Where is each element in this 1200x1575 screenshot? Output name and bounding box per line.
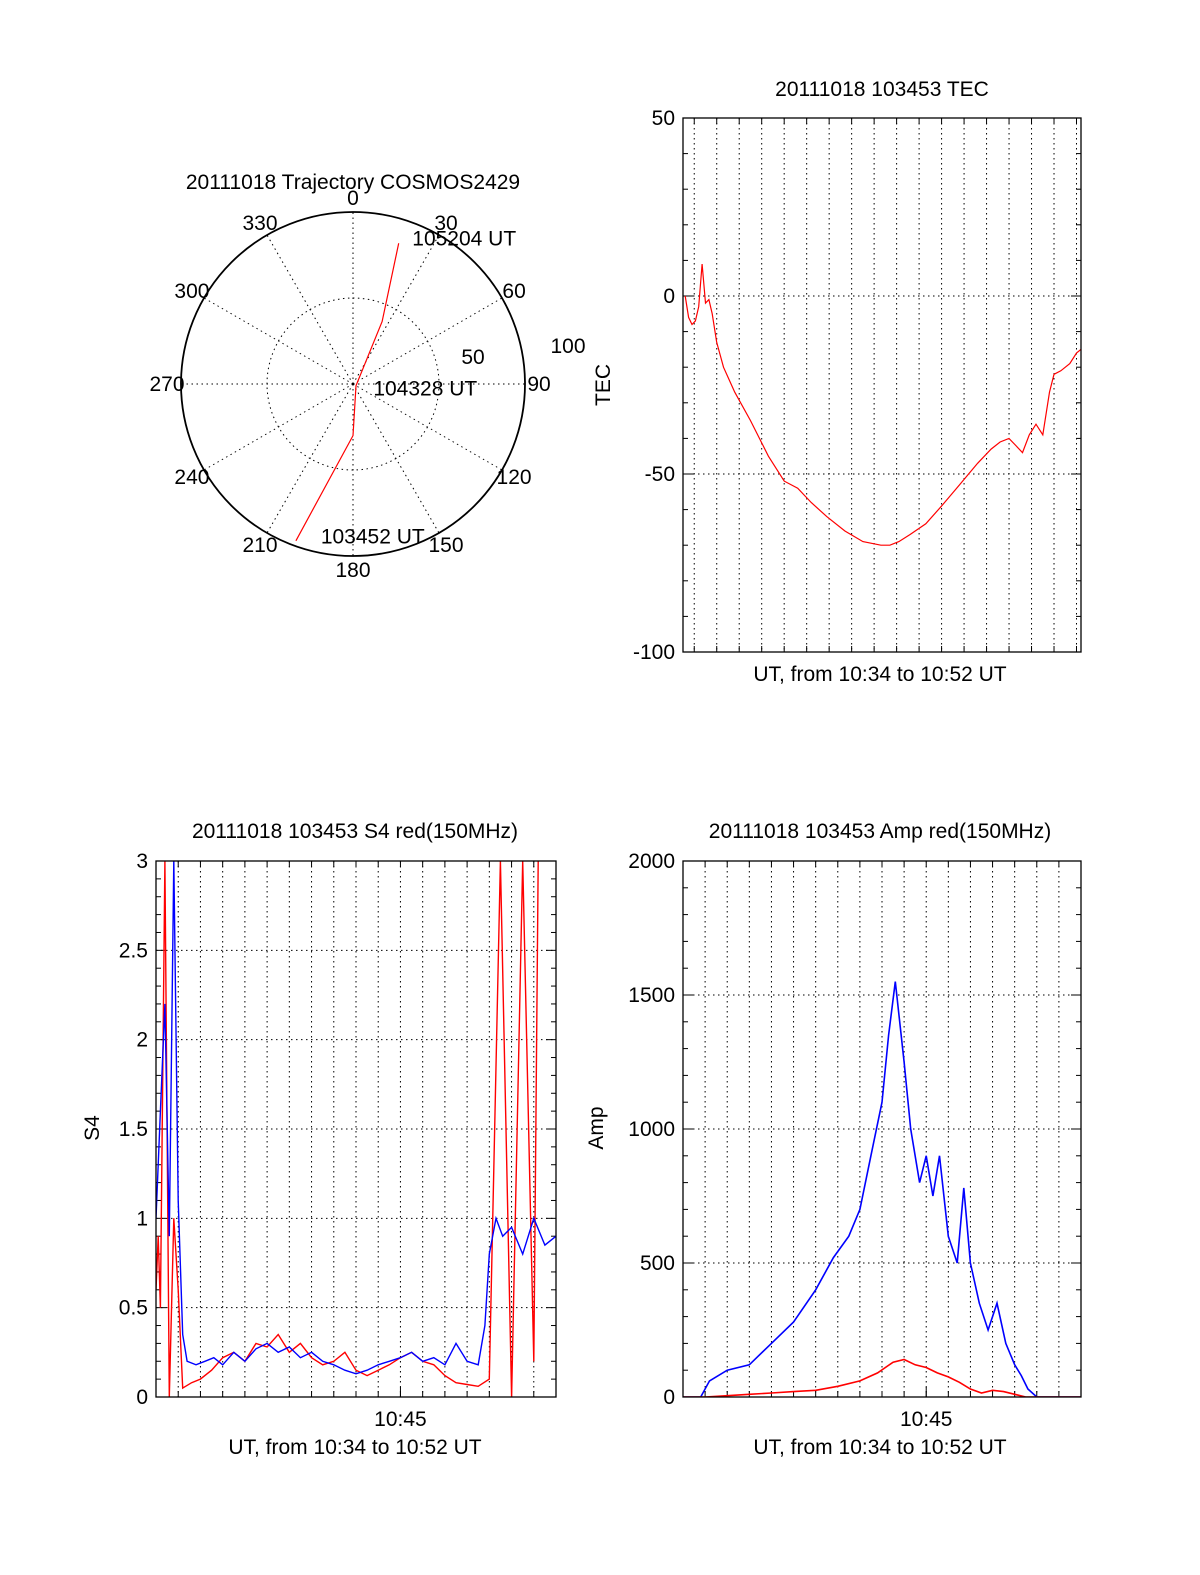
- tec-panel: 20111018 103453 TEC UT, from 10:34 to 10…: [592, 78, 1082, 686]
- y-tick-label: 0: [663, 285, 675, 308]
- y-tick-label: -100: [633, 641, 675, 664]
- x-tick-label: 10:45: [374, 1408, 427, 1431]
- s4-xlabel: UT, from 10:34 to 10:52 UT: [228, 1436, 481, 1459]
- amp-xlabel: UT, from 10:34 to 10:52 UT: [753, 1436, 1006, 1459]
- y-tick-label: 0: [136, 1386, 148, 1409]
- tec-ylabel: TEC: [592, 364, 615, 406]
- polar-spoke: [203, 297, 354, 385]
- trajectory-panel: 20111018 Trajectory COSMOS2429 0 30 60 90 12…: [149, 171, 585, 582]
- polar-outer-circle: [180, 211, 526, 557]
- tec-title: 20111018 103453 TEC: [775, 78, 989, 101]
- polar-spoke: [352, 297, 503, 385]
- plot-frame: [155, 860, 557, 1398]
- amp-ylabel: Amp: [585, 1106, 608, 1149]
- amp-panel: 20111018 103453 Amp red(150MHz) UT, from…: [585, 820, 1082, 1459]
- y-tick-label: 3: [136, 850, 148, 873]
- y-tick-label: 1500: [628, 984, 675, 1007]
- series-line: [156, 861, 556, 1375]
- s4-title: 20111018 103453 S4 red(150MHz): [192, 820, 518, 843]
- polar-spoke: [203, 383, 354, 471]
- polar-spoke: [352, 383, 440, 534]
- polar-spoke: [352, 383, 503, 471]
- y-tick-label: 1000: [628, 1118, 675, 1141]
- s4-ylabel: S4: [81, 1115, 104, 1141]
- polar-angle-label: 30: [434, 212, 457, 235]
- x-tick-label: 10:45: [900, 1408, 953, 1431]
- amp-title: 20111018 103453 Amp red(150MHz): [709, 820, 1051, 843]
- polar-angle-label: 120: [497, 466, 532, 489]
- polar-angle-label: 210: [242, 534, 277, 557]
- polar-track-line: [295, 243, 400, 542]
- y-tick-label: 1.5: [119, 1118, 148, 1141]
- polar-radial-label: 50: [461, 346, 484, 369]
- polar-angle-label: 180: [335, 559, 370, 582]
- polar-spoke: [266, 383, 354, 534]
- polar-angle-label: 270: [149, 373, 184, 396]
- polar-time-annotation: 105204 UT: [412, 227, 516, 250]
- tec-plot: -100 -50 0 50: [633, 107, 1082, 664]
- series-line: [156, 861, 539, 1397]
- polar-angle-label: 90: [527, 373, 550, 396]
- polar-angle-label: 60: [502, 280, 525, 303]
- y-tick-label: 1: [136, 1207, 148, 1230]
- s4-plot: 0 0.5 1 1.5 2 2.5 3 10:45: [119, 850, 557, 1431]
- polar-angle-label: 240: [174, 466, 209, 489]
- polar-angle-label: 150: [428, 534, 463, 557]
- trajectory-title: 20111018 Trajectory COSMOS2429: [186, 171, 520, 194]
- y-tick-label: 0: [663, 1386, 675, 1409]
- polar-plot: 0 30 60 90 120 150 180 210 240 270 300 330 50 100 1052…: [149, 187, 585, 582]
- polar-spoke: [352, 234, 440, 385]
- polar-angle-label: 330: [242, 212, 277, 235]
- y-tick-label: 0.5: [119, 1297, 148, 1320]
- y-tick-label: 50: [652, 107, 675, 130]
- amp-plot: 0 500 1000 1500 2000 10:45: [628, 850, 1082, 1431]
- y-tick-label: -50: [645, 463, 675, 486]
- plot-frame: [682, 860, 1082, 1398]
- y-tick-label: 2000: [628, 850, 675, 873]
- series-group: [156, 861, 556, 1397]
- y-tick-label: 2: [136, 1029, 148, 1052]
- s4-panel: 20111018 103453 S4 red(150MHz) UT, from …: [81, 820, 557, 1459]
- plot-frame: [682, 117, 1082, 653]
- series-line: [684, 263, 1081, 546]
- polar-angle-label: 300: [174, 280, 209, 303]
- polar-radial-label: 100: [550, 335, 585, 358]
- tec-xlabel: UT, from 10:34 to 10:52 UT: [753, 663, 1006, 686]
- y-tick-label: 2.5: [119, 939, 148, 962]
- polar-time-annotation: 103452 UT: [321, 525, 425, 548]
- series-line: [683, 1358, 1081, 1397]
- series-group: [684, 263, 1081, 546]
- polar-spoke: [266, 234, 354, 385]
- series-line: [683, 981, 1081, 1397]
- series-group: [683, 981, 1081, 1397]
- y-tick-label: 500: [640, 1252, 675, 1275]
- polar-time-annotation: 104328 UT: [373, 378, 477, 401]
- polar-angle-label: 0: [347, 187, 359, 210]
